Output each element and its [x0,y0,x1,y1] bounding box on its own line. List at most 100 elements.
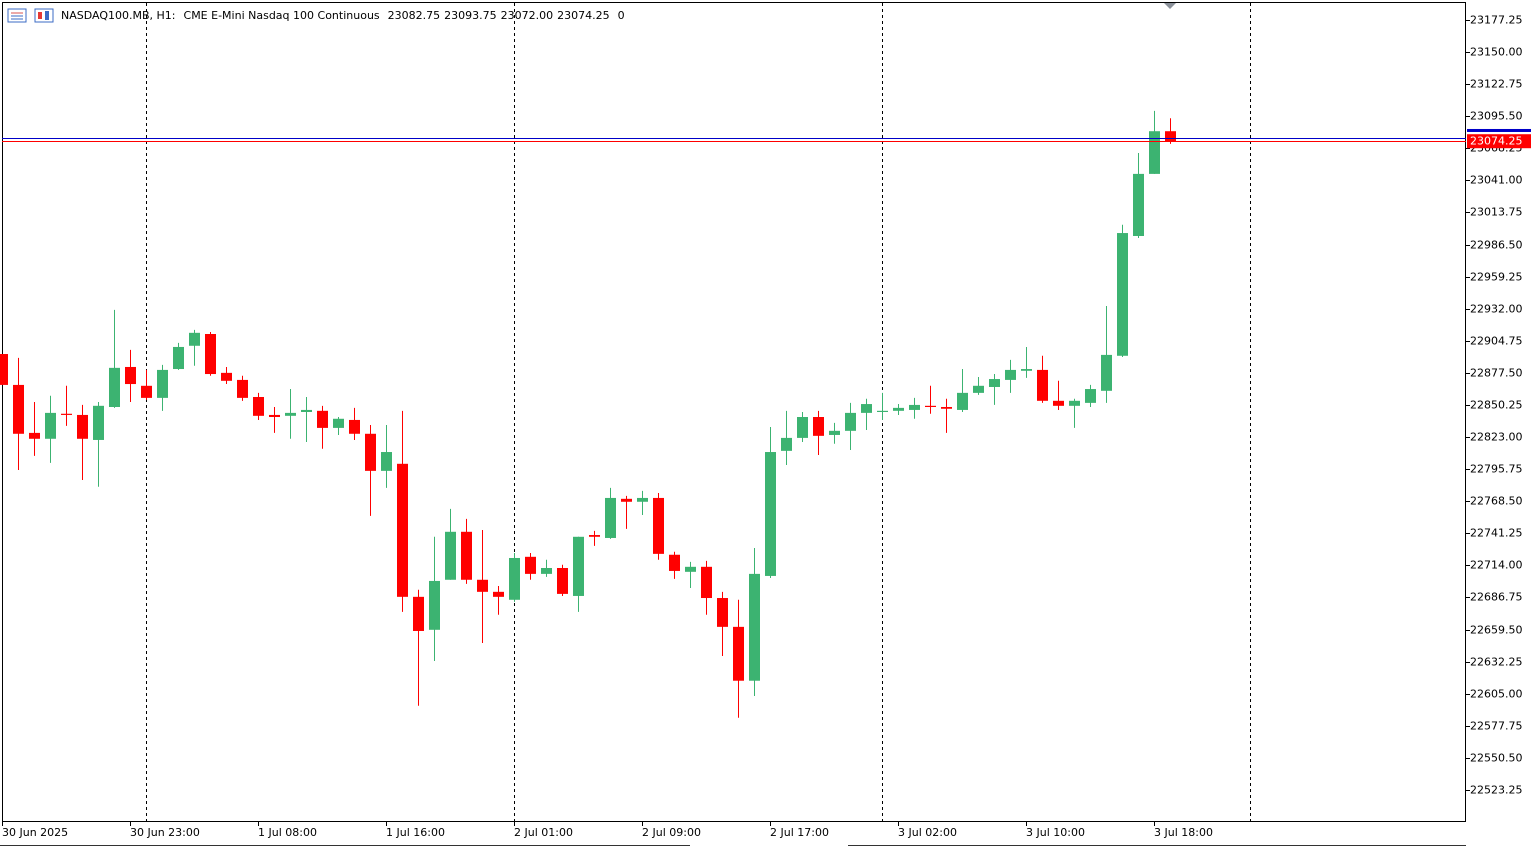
candle-body [893,407,904,411]
y-tick-label: 22686.75 [1470,591,1523,604]
y-tick-label: 23095.50 [1470,110,1523,123]
price-tag-label: 23074.25 [1470,135,1523,148]
candle-body [381,452,392,471]
candle [429,536,440,662]
candle [909,397,920,419]
candle-body [557,567,568,594]
axes: 23177.2523150.0023122.7523095.5023068.25… [2,14,1531,839]
header: NASDAQ100.MB, H1: CME E-Mini Nasdaq 100 C… [61,9,625,22]
candle [861,398,872,430]
candle [525,552,536,580]
candle [141,369,152,400]
candle-body [621,498,632,502]
candle-body [525,556,536,574]
candle-body [141,385,152,398]
candle-body [1085,389,1096,403]
y-tick-label: 22904.75 [1470,335,1523,348]
candle [573,536,584,612]
candle-body [813,417,824,436]
candle-body [189,332,200,346]
y-tick-label: 23150.00 [1470,46,1523,59]
candle [557,564,568,596]
candle [1165,118,1176,144]
candle [397,410,408,612]
y-tick-label: 22850.25 [1470,399,1523,412]
candle-body [221,372,232,381]
candle-body [653,497,664,554]
x-tick-label: 30 Jun 23:00 [130,826,200,839]
candle [733,599,744,718]
candle-body [509,557,520,600]
ohlc-open: 23082.75 [388,9,441,22]
candle-body [637,497,648,502]
candle [77,404,88,480]
candle-body [93,405,104,440]
candle [621,495,632,529]
y-tick-label: 22768.50 [1470,495,1523,508]
candle [365,424,376,516]
header-icons [7,8,54,23]
ohlc-high: 23093.75 [444,9,497,22]
candle-body [445,531,456,580]
candle-body [589,535,600,537]
candle [333,417,344,435]
candle-body [461,531,472,580]
candle [637,490,648,516]
candle [669,551,680,579]
candle [349,407,360,440]
candle [157,364,168,411]
candle [653,492,664,560]
candle-body [157,369,168,398]
y-tick-label: 23013.75 [1470,206,1523,219]
candle [301,396,312,443]
candle [13,357,24,470]
x-tick-label: 3 Jul 02:00 [898,826,957,839]
candle [749,547,760,697]
x-tick-label: 30 Jun 2025 [2,826,68,839]
candle-body [765,452,776,576]
candle [1021,346,1032,378]
candle [797,412,808,443]
y-tick-label: 22877.50 [1470,367,1523,380]
candle [845,402,856,450]
candle-body [173,346,184,370]
candle [925,385,936,414]
candle [813,410,824,455]
volume: 0 [618,9,625,22]
description: CME E-Mini Nasdaq 100 Continuous [184,9,380,22]
x-tick-label: 2 Jul 09:00 [642,826,701,839]
candle-body [573,536,584,596]
candle [477,530,488,644]
candle-body [941,406,952,409]
y-tick-label: 22823.00 [1470,431,1523,444]
candle [237,375,248,401]
candle-body [301,409,312,412]
candle [93,401,104,487]
candle [1133,152,1144,239]
candle [957,369,968,412]
candle [1069,398,1080,428]
candle-body [973,385,984,393]
candle-body [349,419,360,434]
candle [829,422,840,444]
candle [877,392,888,420]
y-tick-label: 22714.00 [1470,559,1523,572]
candle [445,508,456,580]
icon-chart[interactable] [34,8,54,23]
candle-body [1101,354,1112,391]
candle [413,589,424,706]
candle-body [77,414,88,439]
y-tick-label: 22659.50 [1470,624,1523,637]
candle-body [877,410,888,412]
candle-body [861,404,872,413]
candle [685,561,696,589]
candle [989,374,1000,405]
shift-marker[interactable] [1164,3,1176,9]
y-tick-label: 23122.75 [1470,78,1523,91]
y-tick-label: 22550.50 [1470,752,1523,765]
y-tick-label: 22932.00 [1470,303,1523,316]
candle-body [1021,369,1032,371]
candle [205,331,216,376]
candle [765,427,776,579]
